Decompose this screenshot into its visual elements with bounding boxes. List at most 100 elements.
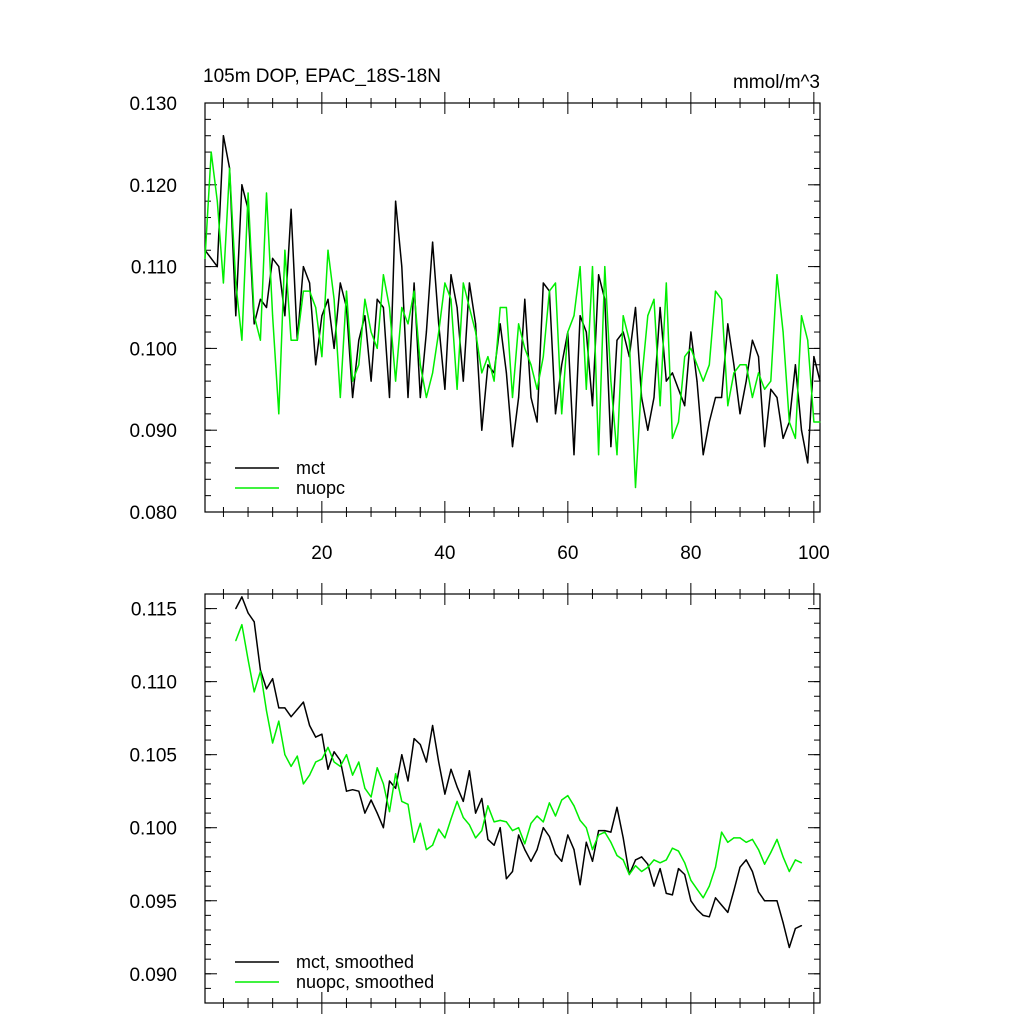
- data-point: [487, 805, 489, 807]
- data-point: [782, 437, 784, 439]
- data-point: [481, 797, 483, 800]
- data-point: [800, 315, 803, 317]
- data-point: [757, 372, 760, 374]
- data-point: [438, 761, 440, 763]
- data-point: [591, 405, 594, 407]
- data-point: [247, 659, 249, 661]
- data-point: [536, 815, 538, 817]
- data-point: [370, 331, 372, 333]
- data-point: [764, 446, 766, 448]
- data-point: [659, 405, 661, 407]
- data-point: [770, 380, 772, 382]
- data-point: [382, 274, 384, 276]
- data-point: [456, 800, 458, 803]
- data-point: [604, 831, 606, 833]
- data-point: [315, 306, 317, 309]
- data-point: [358, 339, 360, 341]
- data-point: [419, 364, 421, 366]
- data-point: [757, 849, 760, 851]
- legend-label-nuopc: nuopc: [296, 478, 345, 498]
- data-point: [782, 922, 784, 924]
- data-point: [684, 873, 686, 876]
- data-point: [272, 315, 274, 317]
- data-point: [684, 356, 686, 358]
- data-point: [290, 208, 292, 210]
- data-point: [364, 298, 366, 300]
- data-point: [647, 863, 649, 865]
- data-point: [567, 331, 569, 333]
- data-point: [511, 446, 514, 448]
- data-point: [333, 347, 335, 349]
- data-point: [259, 298, 261, 300]
- data-point: [511, 870, 514, 873]
- data-point: [524, 849, 526, 851]
- data-point: [376, 298, 378, 300]
- bottom-panel-axes: 0.090 0.095 0.100 0.105 0.110 0.115: [129, 583, 821, 1014]
- data-point: [505, 372, 507, 374]
- data-point: [468, 824, 470, 826]
- data-point: [634, 486, 637, 489]
- data-point: [794, 437, 797, 439]
- data-point: [677, 850, 680, 852]
- data-point: [462, 282, 464, 284]
- data-point: [241, 339, 243, 341]
- data-point: [259, 670, 261, 673]
- data-point: [702, 914, 704, 917]
- data-point: [364, 315, 366, 317]
- data-point: [395, 787, 397, 789]
- data-point: [727, 405, 729, 407]
- data-point: [388, 306, 391, 309]
- data-point: [253, 323, 255, 325]
- data-point: [222, 135, 224, 137]
- y-tick-label: 0.090: [129, 421, 177, 442]
- data-point: [585, 388, 587, 390]
- data-point: [807, 339, 809, 341]
- data-point: [425, 849, 427, 851]
- data-point: [247, 192, 249, 194]
- x-tick-label: 60: [557, 543, 578, 564]
- data-point: [770, 851, 772, 854]
- data-point: [290, 716, 292, 718]
- data-point: [278, 720, 280, 722]
- data-point: [444, 388, 446, 390]
- data-point: [585, 331, 587, 333]
- data-point: [628, 339, 630, 341]
- data-point: [395, 773, 397, 775]
- data-point: [598, 830, 600, 832]
- y-tick-label: 0.105: [129, 746, 177, 767]
- data-point: [450, 768, 452, 770]
- data-point: [518, 834, 520, 836]
- data-point: [554, 282, 557, 284]
- data-point: [604, 830, 606, 832]
- data-point: [751, 396, 754, 399]
- data-point: [794, 859, 797, 861]
- data-point: [253, 621, 255, 623]
- data-point: [733, 372, 735, 374]
- legend-label-mct: mct: [296, 458, 325, 478]
- data-point: [487, 356, 489, 358]
- data-point: [222, 282, 224, 284]
- data-point: [419, 396, 421, 399]
- y-tick-label: 0.110: [131, 258, 177, 279]
- data-point: [438, 828, 440, 830]
- data-point: [573, 849, 575, 851]
- data-point: [493, 844, 495, 846]
- data-point: [505, 306, 507, 309]
- data-point: [333, 761, 335, 763]
- data-point: [339, 759, 341, 762]
- data-point: [382, 306, 384, 309]
- data-point: [622, 315, 624, 317]
- data-point: [278, 266, 280, 268]
- data-point: [579, 884, 581, 886]
- data-point: [413, 841, 415, 843]
- data-point: [653, 298, 655, 300]
- data-point: [407, 803, 409, 805]
- data-point: [733, 364, 735, 366]
- data-point: [739, 837, 741, 839]
- data-point: [302, 266, 304, 268]
- data-point: [505, 878, 507, 880]
- x-tick-label: 20: [311, 543, 332, 564]
- data-point: [511, 830, 514, 832]
- data-point: [216, 200, 218, 202]
- data-point: [432, 724, 434, 727]
